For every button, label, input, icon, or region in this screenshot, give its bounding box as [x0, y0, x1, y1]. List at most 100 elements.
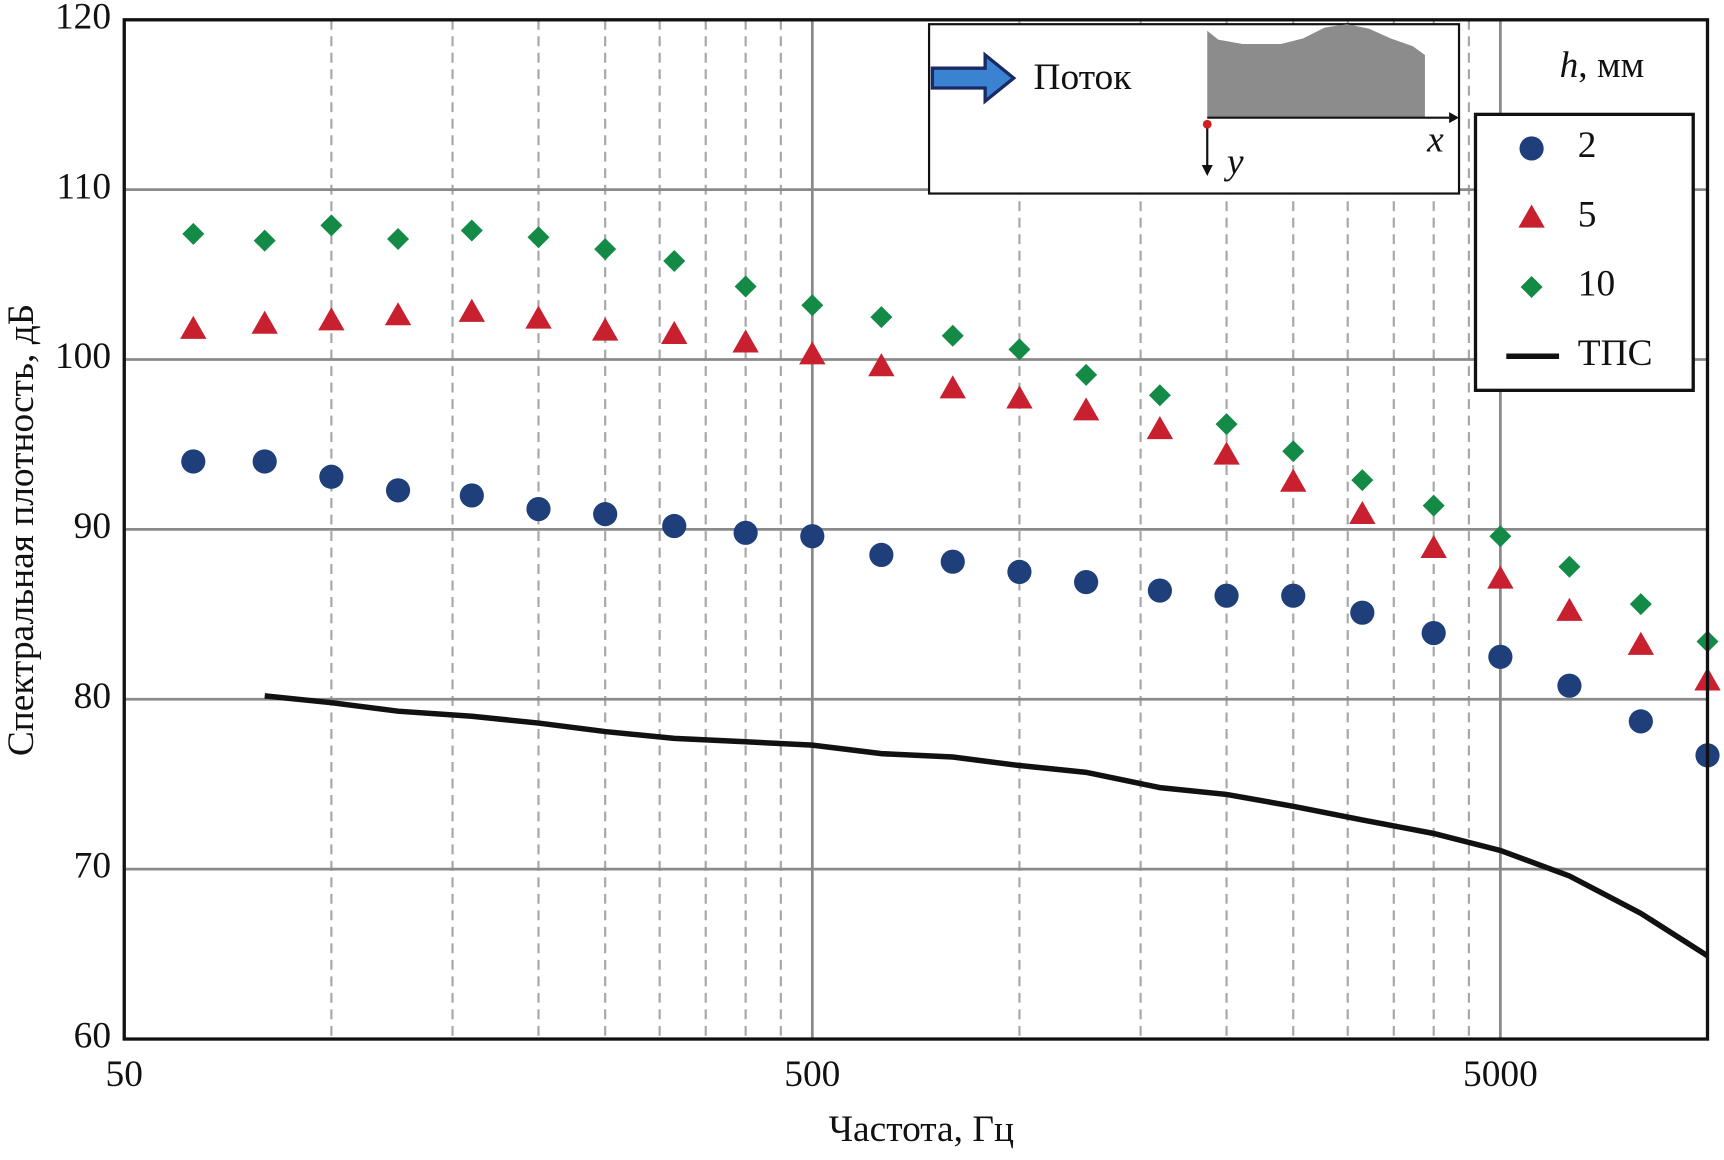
point — [1148, 384, 1171, 407]
point — [868, 353, 895, 377]
point — [1282, 440, 1305, 463]
line — [264, 693, 1709, 959]
point — [801, 294, 824, 317]
point — [1629, 593, 1652, 616]
point — [1489, 525, 1512, 548]
legend-title: h, мм — [1560, 45, 1645, 86]
point — [734, 275, 757, 298]
point — [252, 449, 277, 474]
point — [318, 307, 345, 331]
y-tick-label: 70 — [74, 846, 111, 887]
legend-label: 10 — [1578, 264, 1615, 305]
point — [1281, 583, 1306, 608]
y-tick-label: 100 — [55, 336, 111, 377]
x-tick-label: 5000 — [1463, 1054, 1538, 1095]
point — [1280, 468, 1307, 492]
legend-frame — [1473, 112, 1695, 392]
point — [1349, 500, 1376, 525]
legend-label: ТПС — [1578, 333, 1653, 374]
y-axis-title: Спектральная плотность, дБ — [1, 304, 42, 756]
point — [385, 478, 411, 503]
flow-arrow — [930, 51, 1017, 105]
point — [1147, 578, 1172, 603]
point — [1075, 363, 1098, 386]
y-tick-label: 60 — [74, 1016, 111, 1057]
point — [1213, 441, 1240, 465]
point — [182, 222, 205, 245]
point — [1072, 397, 1100, 421]
legend-label: 5 — [1578, 194, 1597, 235]
point — [1074, 569, 1099, 595]
point — [799, 341, 826, 365]
legend-swatch — [1519, 136, 1544, 161]
point — [181, 449, 206, 474]
point — [1558, 555, 1581, 578]
point — [1488, 644, 1513, 669]
point — [1008, 338, 1031, 361]
point — [387, 227, 410, 250]
point — [1350, 600, 1375, 625]
legend-swatch — [1518, 204, 1545, 228]
point — [384, 302, 412, 326]
point — [319, 464, 344, 489]
legend-label: 2 — [1578, 125, 1597, 166]
y-tick-label: 110 — [56, 166, 111, 207]
inset-x-arrowhead — [1449, 112, 1460, 124]
point — [253, 229, 276, 252]
point — [1007, 559, 1032, 584]
inset-y-arrowhead — [1201, 164, 1213, 176]
point — [940, 549, 965, 574]
point — [1627, 631, 1655, 655]
point — [251, 310, 278, 334]
point — [733, 520, 758, 545]
point — [180, 315, 207, 339]
point — [593, 502, 618, 527]
sensor-point — [1202, 119, 1212, 129]
point — [1422, 494, 1445, 517]
point — [663, 250, 686, 273]
x-axis-title: Частота, Гц — [829, 1109, 1014, 1150]
grid — [122, 18, 1708, 1041]
point — [320, 214, 343, 237]
point — [870, 306, 893, 329]
point — [459, 483, 484, 508]
body-shape — [1207, 24, 1425, 118]
legend: 2 5 10 ТПС — [1506, 125, 1653, 374]
point — [732, 329, 759, 353]
point — [661, 320, 688, 344]
point — [525, 305, 552, 329]
point — [1487, 565, 1514, 589]
point — [941, 324, 964, 347]
point — [1215, 413, 1238, 436]
point — [1214, 583, 1239, 608]
point — [662, 513, 687, 539]
flow-label: Поток — [1034, 57, 1133, 98]
plot-frame — [122, 18, 1710, 1041]
point — [1351, 469, 1374, 492]
point — [1556, 597, 1583, 621]
point — [526, 496, 551, 522]
point — [869, 542, 894, 567]
point — [1628, 709, 1653, 734]
point — [800, 524, 825, 549]
inset-x-label: x — [1426, 120, 1444, 161]
legend-swatch — [1520, 275, 1543, 298]
y-tick-label: 80 — [74, 676, 111, 717]
point — [460, 219, 483, 242]
point — [527, 226, 550, 249]
point — [1421, 620, 1446, 646]
point — [1420, 534, 1447, 559]
x-tick-label: 50 — [106, 1054, 143, 1095]
point — [591, 317, 619, 341]
point — [1557, 673, 1582, 698]
y-tick-label: 90 — [74, 506, 111, 547]
point — [458, 298, 486, 322]
point — [1146, 416, 1174, 440]
point — [594, 238, 617, 261]
point — [1006, 385, 1033, 409]
inset-y-label: y — [1223, 142, 1244, 183]
inset: Поток x y — [927, 23, 1461, 195]
x-tick-label: 500 — [784, 1054, 840, 1095]
point — [939, 375, 966, 399]
